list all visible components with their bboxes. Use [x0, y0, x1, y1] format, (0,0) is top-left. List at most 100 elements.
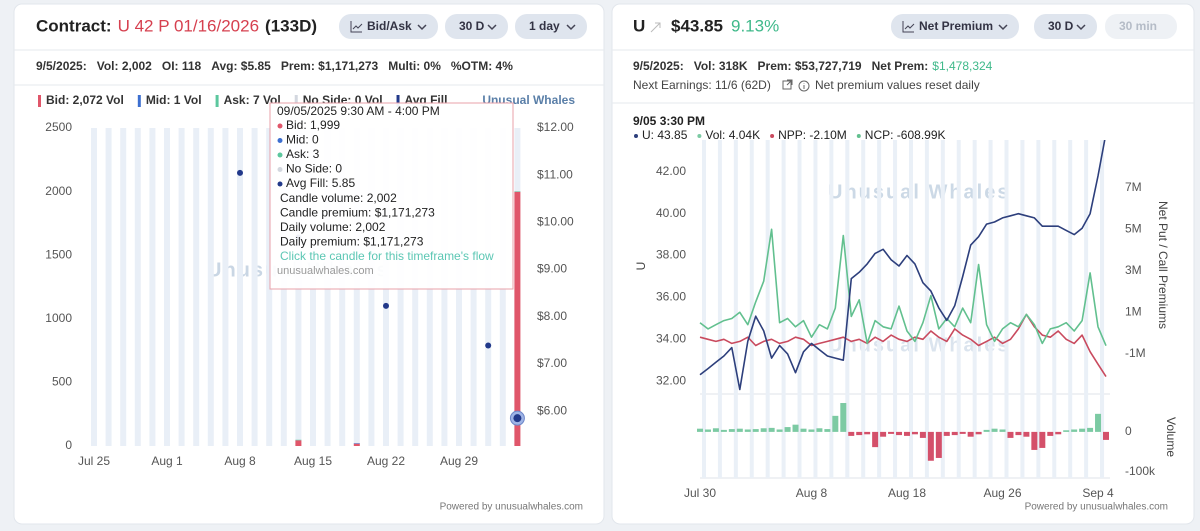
- y-tick-label: 38.00: [656, 248, 686, 262]
- external-link-icon[interactable]: [782, 79, 793, 90]
- y-tick-label: 2500: [45, 120, 72, 134]
- day-stripe: [940, 140, 945, 478]
- volume-bar: [736, 428, 743, 432]
- day-stripe: [105, 128, 112, 446]
- legend-marker: [137, 95, 141, 107]
- dropdown[interactable]: 30 D: [1034, 14, 1097, 39]
- y-tick-label: 1500: [45, 247, 72, 261]
- dropdown[interactable]: Net Premium: [891, 14, 1019, 39]
- legend-label: Ask: 7 Vol: [224, 93, 281, 107]
- volume-bar: [1079, 428, 1086, 432]
- tooltip-link[interactable]: Click the candle for this timeframe's fl…: [280, 249, 494, 263]
- volume-bar: [991, 428, 998, 432]
- day-stripe: [877, 140, 882, 478]
- day-stripe: [956, 140, 961, 478]
- bar: [514, 191, 521, 192]
- dropdown[interactable]: 30 D: [445, 14, 508, 39]
- legend-marker: [38, 95, 41, 107]
- legend-marker: [294, 95, 298, 107]
- bar: [353, 443, 360, 446]
- day-stripe: [893, 140, 898, 478]
- y-tick-label: 0: [65, 438, 72, 452]
- x-tick-label: Sep 4: [1082, 486, 1114, 500]
- volume-bar: [896, 431, 903, 436]
- volume-bar: [752, 429, 759, 432]
- volume-bar: [864, 431, 871, 435]
- legend-dot: [634, 134, 638, 138]
- volume-bar: [903, 431, 910, 436]
- volume-bar: [792, 424, 799, 432]
- tooltip-box: [269, 102, 514, 290]
- day-stripe: [1020, 140, 1025, 478]
- day-stripe: [251, 128, 258, 446]
- y3-axis-label: Volume: [1164, 417, 1178, 457]
- legend-marker: [396, 95, 400, 107]
- volume-bar: [951, 431, 958, 436]
- day-stripe: [813, 140, 818, 478]
- y2-tick-label: $9.00: [537, 262, 567, 276]
- legend-label: U: 43.85: [642, 128, 688, 142]
- y2-tick-label: 3M: [1125, 263, 1142, 277]
- day-stripe: [134, 128, 141, 446]
- volume-bar: [1087, 427, 1094, 432]
- volume-bar: [1015, 431, 1022, 436]
- volume-bar: [1063, 430, 1070, 432]
- volume-bar: [872, 431, 879, 448]
- x-tick-label: Aug 8: [224, 454, 256, 468]
- day-stripe: [765, 140, 770, 478]
- stat: Prem: $1,171,273: [281, 59, 379, 73]
- tooltip-item: Avg Fill: 5.85: [286, 176, 355, 190]
- volume-bar: [888, 431, 895, 434]
- volume-bar: [816, 428, 823, 432]
- day-stripe: [829, 140, 834, 478]
- tooltip-detail: Daily volume: 2,002: [280, 220, 386, 234]
- day-stripe: [1068, 140, 1073, 478]
- dropdown-label: Net Premium: [919, 19, 993, 33]
- legend-label: Mid: 1 Vol: [146, 93, 202, 107]
- hover-label: 9/05 3:30 PM: [633, 114, 705, 128]
- chart-icon: [350, 21, 363, 33]
- y2-tick-label: 1M: [1125, 304, 1142, 318]
- watermark: Unusual Whales: [828, 334, 1010, 356]
- dropdown-label: 30 D: [459, 19, 485, 33]
- symbol: U: [633, 16, 645, 35]
- dropdown-label: Bid/Ask: [367, 19, 412, 33]
- avg-fill-point: [513, 414, 522, 423]
- info-icon: [798, 80, 810, 92]
- chevron: [998, 24, 1008, 31]
- volume-bar: [999, 429, 1006, 432]
- dropdown-box: [515, 14, 587, 39]
- stat: Vol: 2,002: [97, 59, 152, 73]
- volume-bar: [1039, 431, 1046, 448]
- price: $43.85: [671, 16, 723, 35]
- volume-bar: [768, 427, 775, 432]
- day-stripe: [178, 128, 185, 446]
- bar: [295, 439, 302, 441]
- volume-bar: [1023, 431, 1030, 437]
- legend-dot: [697, 134, 702, 138]
- dropdown-label: 30 min: [1119, 19, 1157, 33]
- avg-fill-point: [237, 169, 243, 176]
- day-stripe: [149, 128, 156, 446]
- day-stripe: [845, 140, 850, 478]
- chevron: [1076, 24, 1086, 31]
- dropdown[interactable]: Bid/Ask: [339, 14, 438, 39]
- legend-label: NPP: -2.10M: [778, 128, 847, 142]
- y2-tick-label: -1M: [1125, 346, 1146, 360]
- volume-bar: [697, 428, 703, 432]
- volume-bar: [720, 429, 727, 432]
- stat: 9/5/2025:: [36, 59, 87, 73]
- header-label: Contract:: [36, 16, 112, 35]
- y2-tick-label: $10.00: [537, 215, 574, 229]
- stat: Prem: $53,727,719: [758, 59, 862, 73]
- day-stripe: [972, 140, 977, 478]
- chevron: [566, 24, 576, 31]
- day-stripe: [908, 140, 913, 478]
- dropdown[interactable]: 1 day: [515, 14, 587, 39]
- volume-bar: [1047, 431, 1054, 436]
- day-stripe: [1004, 140, 1009, 478]
- stat: 9/5/2025:: [633, 59, 684, 73]
- tooltip-dot: [277, 167, 283, 172]
- x-tick-label: Aug 15: [294, 454, 332, 468]
- y-tick-label: 2000: [45, 184, 72, 198]
